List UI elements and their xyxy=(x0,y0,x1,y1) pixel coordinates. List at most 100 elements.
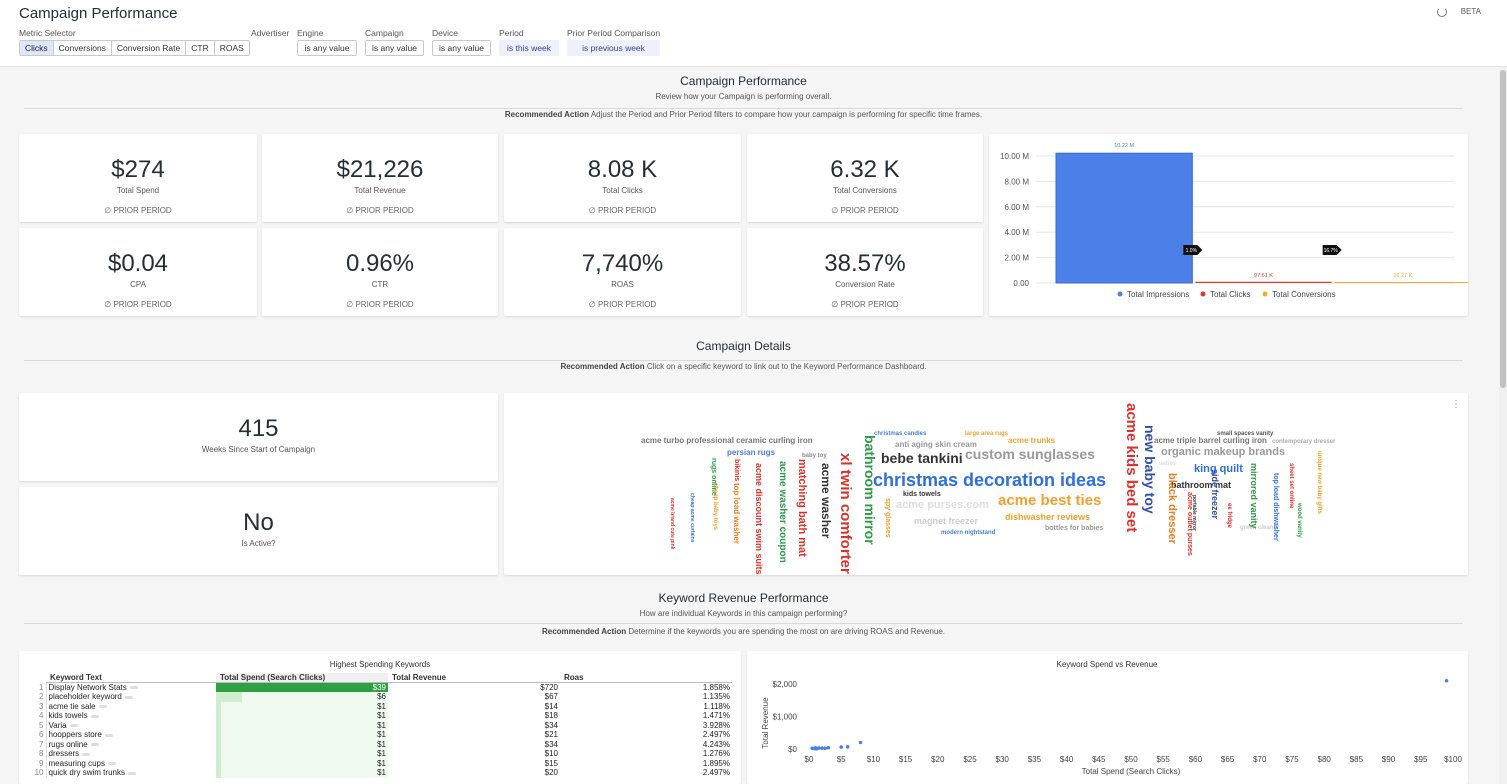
revenue-cell: $34 xyxy=(388,721,560,731)
table-row[interactable]: 4 kids towels $1 $18 1.471% xyxy=(24,711,732,721)
word-cloud-keyword[interactable]: acme kids bed set xyxy=(1123,403,1140,533)
word-cloud-keyword[interactable]: top load dishwasher xyxy=(1272,473,1279,541)
campaign-filter[interactable]: is any value xyxy=(365,40,424,56)
word-cloud-keyword[interactable]: new baby toy xyxy=(1142,425,1158,514)
word-cloud-keyword[interactable]: acme brand cute pink xyxy=(669,498,675,550)
word-cloud-keyword[interactable]: black dresser xyxy=(1166,473,1178,544)
period-filter[interactable]: is this week xyxy=(499,40,559,56)
more-menu-icon[interactable]: ⋮ xyxy=(1451,399,1461,410)
word-cloud-keyword[interactable]: christmas decoration ideas xyxy=(873,470,1107,490)
word-cloud-keyword[interactable]: acme best ties xyxy=(998,492,1102,509)
word-cloud-keyword[interactable]: bottles for babies xyxy=(1045,525,1104,532)
word-cloud-keyword[interactable]: large area rugs xyxy=(965,431,1009,437)
word-cloud-keyword[interactable]: anti aging skin cream xyxy=(895,440,977,449)
roas-cell-text: 1.135% xyxy=(702,692,730,702)
word-cloud-keyword[interactable]: kids towels xyxy=(903,491,941,498)
kpi-card[interactable]: 6.32 K Total Conversions ∅ PRIOR PERIOD xyxy=(747,134,983,222)
word-cloud-keyword[interactable]: christmas candles xyxy=(874,431,927,437)
word-cloud-keyword[interactable]: acme turbo professional ceramic curling … xyxy=(641,436,813,445)
word-cloud-keyword[interactable]: xl twin comforter xyxy=(837,453,854,574)
word-cloud-keyword[interactable]: custom sunglasses xyxy=(965,446,1095,462)
table-row[interactable]: 8 dressers $1 $10 1.276% xyxy=(24,749,732,759)
table-row[interactable]: 7 rugs online $1 $34 4.243% xyxy=(24,739,732,749)
word-cloud-keyword[interactable]: mirrored vanity xyxy=(1249,463,1259,529)
word-cloud-keyword[interactable]: green cleaner xyxy=(1240,525,1280,531)
col-header-roas[interactable]: Roas xyxy=(560,673,732,683)
word-cloud-keyword[interactable]: bathroom mirror xyxy=(862,435,878,545)
metric-option-ctr[interactable]: CTR xyxy=(186,41,215,55)
word-cloud-keyword[interactable]: acme purses.com xyxy=(896,499,989,511)
word-cloud-keyword[interactable]: acme discount swim suits xyxy=(754,463,764,575)
word-cloud-keyword[interactable]: cheap baby toys xyxy=(712,483,718,531)
word-cloud-keyword[interactable]: contemporary dresser xyxy=(1272,439,1336,445)
word-cloud-keyword[interactable]: magnet freezer xyxy=(914,516,979,526)
table-row[interactable]: 3 acme tie sale $1 $14 1.118% xyxy=(24,701,732,711)
word-cloud-keyword[interactable]: acme washer coupon xyxy=(777,461,788,563)
kpi-card[interactable]: 0.96% CTR ∅ PRIOR PERIOD xyxy=(262,228,498,316)
advertiser-filter-label[interactable]: Advertiser xyxy=(251,28,290,38)
kpi-card[interactable]: $0.04 CPA ∅ PRIOR PERIOD xyxy=(19,228,257,316)
word-cloud-keyword[interactable]: acme outlet purses xyxy=(1186,492,1193,556)
table-row[interactable]: 9 measuring cups $1 $15 1.895% xyxy=(24,758,732,768)
word-cloud-keyword[interactable]: modern nightstand xyxy=(941,530,996,536)
col-header-spend[interactable]: Total Spend (Search Clicks) xyxy=(216,673,388,683)
word-cloud-keyword[interactable]: acme trunks xyxy=(1008,436,1056,445)
weeks-card[interactable]: 415 Weeks Since Start of Campaign xyxy=(19,393,498,481)
word-cloud-keyword[interactable]: bikinis xyxy=(733,459,740,482)
metric-option-conversions[interactable]: Conversions xyxy=(53,41,112,55)
engine-filter[interactable]: is any value xyxy=(297,40,357,56)
word-cloud-keyword[interactable]: wood vanity xyxy=(1296,503,1302,538)
word-cloud-keyword[interactable]: acme washer xyxy=(819,463,833,539)
word-cloud-keyword[interactable]: ladies xyxy=(1159,461,1177,467)
prior-period-filter[interactable]: is previous week xyxy=(567,40,660,56)
col-header-keyword[interactable]: Keyword Text xyxy=(46,673,216,683)
word-cloud-keyword[interactable]: baby toy xyxy=(802,453,827,459)
word-cloud-keyword[interactable]: small spaces vanity xyxy=(1217,431,1274,437)
table-row[interactable]: 10 quick dry swim trunks $1 $20 2.497% xyxy=(24,768,732,778)
y-tick-label: 4.00 M xyxy=(1005,228,1030,237)
word-cloud-keyword[interactable]: dishwasher reviews xyxy=(1005,512,1091,522)
table-row[interactable]: 2 placeholder keyword $6 $67 1.135% xyxy=(24,692,732,702)
scatter-chart[interactable]: Keyword Spend vs Revenue $2,000 $1,000 $0 $0… xyxy=(747,651,1468,784)
scrollbar-thumb[interactable] xyxy=(1500,70,1506,388)
word-cloud-keyword[interactable]: top load washer xyxy=(732,483,741,544)
table-row[interactable]: 5 Varia $1 $34 3.928% xyxy=(24,720,732,731)
word-cloud-keyword[interactable]: ee fridge xyxy=(1226,503,1232,529)
word-cloud-keyword[interactable]: acme triple barrel curling iron xyxy=(1154,436,1267,445)
word-cloud-keyword[interactable]: organic makeup brands xyxy=(1161,446,1286,458)
word-cloud-keyword[interactable]: unique new baby gifts xyxy=(1316,451,1322,515)
word-cloud-keyword[interactable]: matching bath mat xyxy=(796,459,808,557)
metric-option-roas[interactable]: ROAS xyxy=(214,41,249,55)
table-row[interactable]: 1 Display Network Stats $39 $720 1.858% xyxy=(24,682,732,692)
scrollbar[interactable] xyxy=(1499,67,1507,784)
funnel-chart[interactable]: 10.00 M 8.00 M 6.00 M 4.00 M 2.00 M 0.00 10.22… xyxy=(989,134,1471,316)
word-cloud-keyword[interactable]: bathroom mat xyxy=(1171,480,1232,490)
word-cloud-keyword[interactable]: persian rugs xyxy=(727,448,776,457)
kpi-card[interactable]: $274 Total Spend ∅ PRIOR PERIOD xyxy=(19,134,257,222)
word-cloud-keyword[interactable]: bebe tankini xyxy=(881,450,963,466)
ratio-arrow: 1.0% xyxy=(1183,245,1203,255)
table-row[interactable]: 6 hooppers store $1 $21 2.497% xyxy=(24,730,732,740)
spend-cell-text: $1 xyxy=(377,701,386,711)
spend-cell: $1 xyxy=(216,768,388,778)
revenue-cell-text: $34 xyxy=(544,739,558,749)
kpi-card[interactable]: $21,226 Total Revenue ∅ PRIOR PERIOD xyxy=(262,134,498,222)
metric-option-conversion-rate[interactable]: Conversion Rate xyxy=(111,41,187,55)
kpi-card[interactable]: 7,740% ROAS ∅ PRIOR PERIOD xyxy=(504,228,741,316)
word-cloud-keyword[interactable]: king quilt xyxy=(1194,463,1243,475)
metric-option-clicks[interactable]: Clicks xyxy=(20,41,54,55)
kpi-card[interactable]: 38.57% Conversion Rate ∅ PRIOR PERIOD xyxy=(747,228,983,316)
kpi-card[interactable]: 8.08 K Total Clicks ∅ PRIOR PERIOD xyxy=(504,134,741,222)
x-tick-label: $60 xyxy=(1189,755,1203,764)
kpi-value: 38.57% xyxy=(824,250,906,277)
word-cloud-keyword[interactable]: sheet set online xyxy=(1288,463,1294,509)
word-cloud-keyword[interactable]: side freezer xyxy=(1210,469,1220,520)
word-cloud-keyword[interactable]: spy glasses xyxy=(884,498,891,538)
col-header-revenue[interactable]: Total Revenue xyxy=(388,673,560,683)
refresh-icon[interactable] xyxy=(1436,7,1447,17)
active-card[interactable]: No Is Active? xyxy=(19,487,498,575)
device-filter[interactable]: is any value xyxy=(432,40,491,56)
word-cloud-keyword[interactable]: cheap acme curtains xyxy=(689,493,695,543)
row-number-text: 8 xyxy=(39,749,44,759)
toolbar: BETA xyxy=(1436,7,1481,17)
